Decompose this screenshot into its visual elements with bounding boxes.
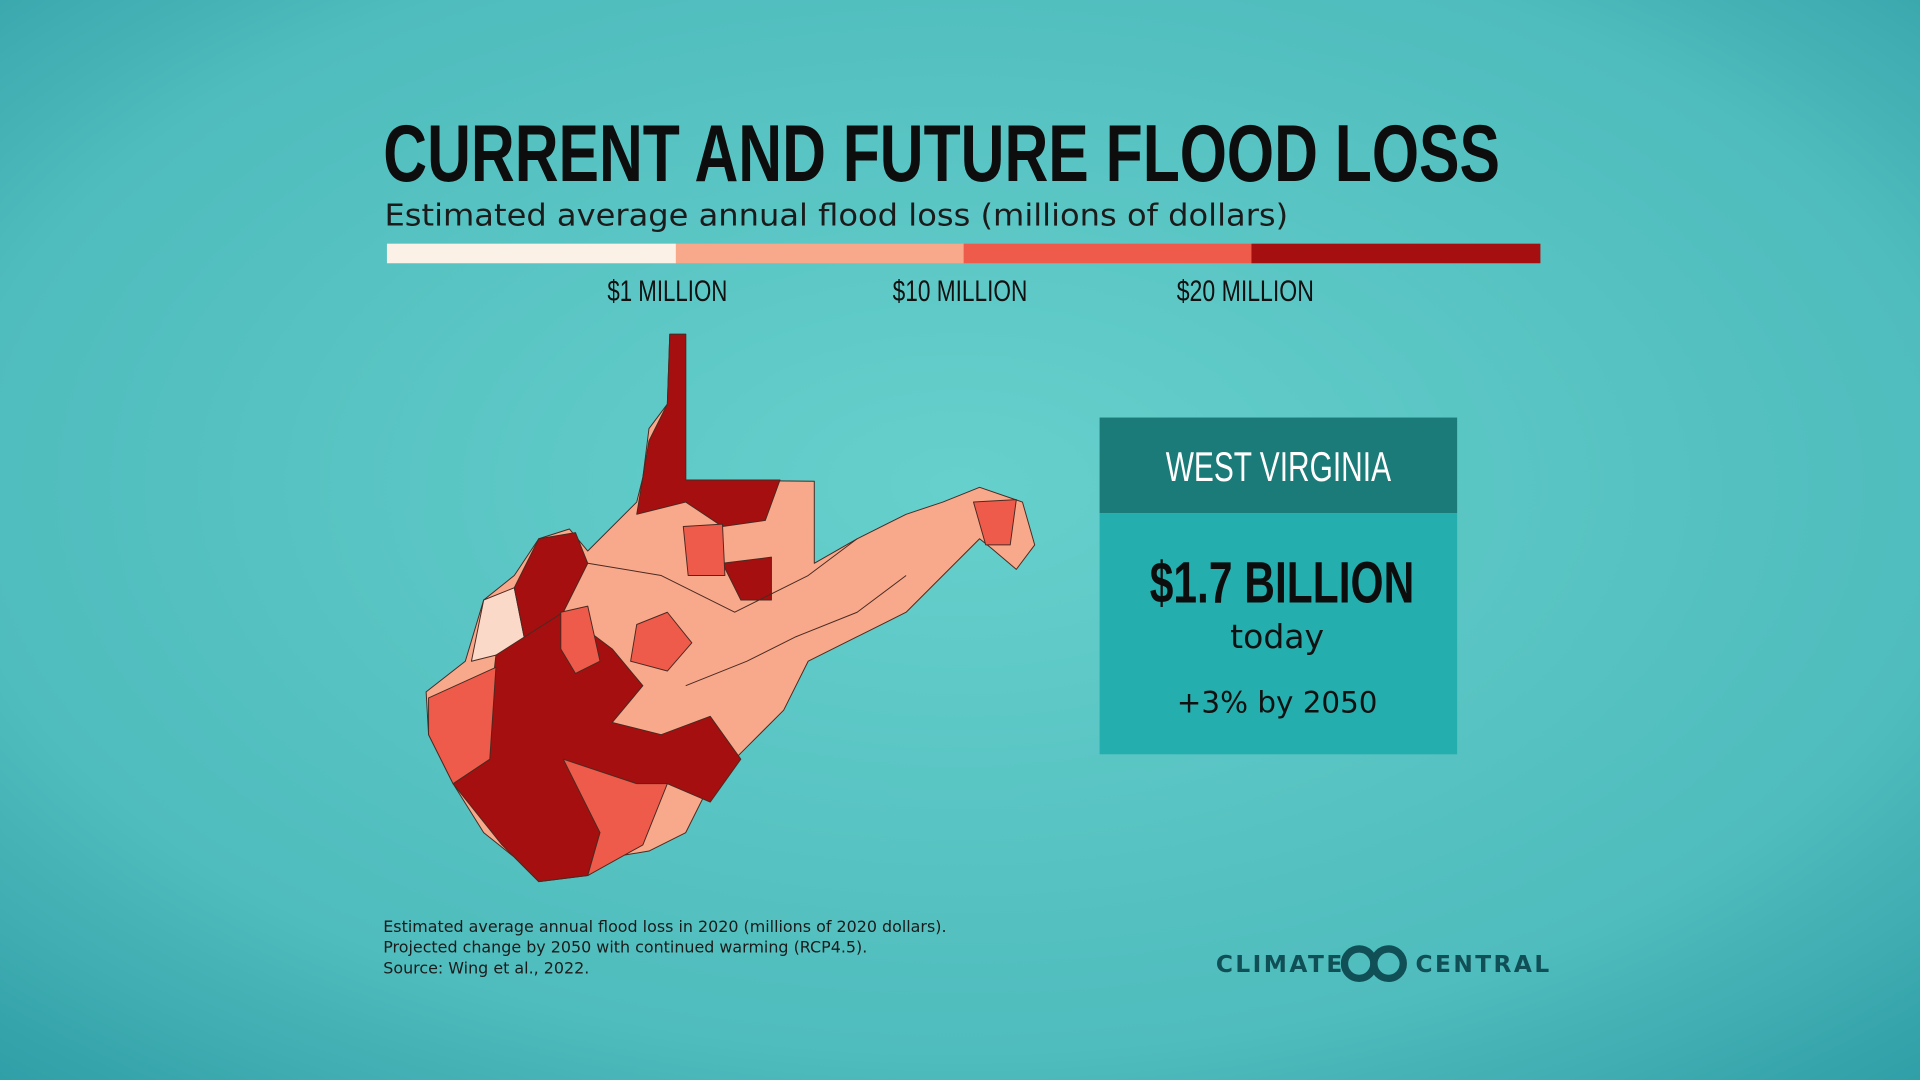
logo-text: CENTRAL: [1416, 951, 1552, 978]
logo: CLIMATE CENTRAL: [1216, 945, 1552, 983]
footnote-line: Projected change by 2050 with continued …: [383, 938, 867, 957]
county-region: [560, 605, 601, 674]
subtitle: Estimated average annual flood loss (mil…: [384, 198, 1288, 233]
county-region: [682, 523, 726, 576]
county-region: [972, 499, 1017, 546]
legend-label: $10 MILLION: [893, 275, 1028, 308]
legend: $1 MILLION $10 MILLION $20 MILLION: [386, 243, 1541, 308]
legend-swatch: [386, 243, 676, 264]
logo-mark: [1370, 945, 1407, 983]
footnote-line: Source: Wing et al., 2022.: [383, 958, 589, 977]
logo-text: CLIMATE: [1216, 951, 1345, 978]
loss-period: today: [1230, 617, 1324, 656]
footnote-line: Estimated average annual flood loss in 2…: [383, 917, 946, 936]
state-name: WEST VIRGINIA: [1166, 443, 1391, 490]
state-map: [425, 333, 1036, 883]
county-region: [562, 758, 668, 876]
title: CURRENT AND FUTURE FLOOD LOSS: [383, 109, 1500, 199]
loss-change: +3% by 2050: [1177, 686, 1378, 720]
loss-value: $1.7 BILLION: [1150, 550, 1414, 615]
panel-body: [1099, 513, 1458, 755]
county-region: [721, 556, 772, 601]
county-border: [685, 575, 907, 687]
county-border: [587, 538, 858, 613]
county-region: [630, 611, 693, 672]
legend-swatch: [675, 243, 964, 264]
legend-swatch: [963, 243, 1252, 264]
legend-swatch: [1251, 243, 1541, 264]
county-region: [428, 666, 497, 785]
panel-header: [1099, 417, 1458, 514]
legend-label: $1 MILLION: [607, 275, 727, 308]
state-panel: WEST VIRGINIA $1.7 BILLION today +3% by …: [1099, 417, 1458, 755]
footnote: Estimated average annual flood loss in 2…: [383, 917, 946, 978]
legend-label: $20 MILLION: [1177, 275, 1314, 308]
